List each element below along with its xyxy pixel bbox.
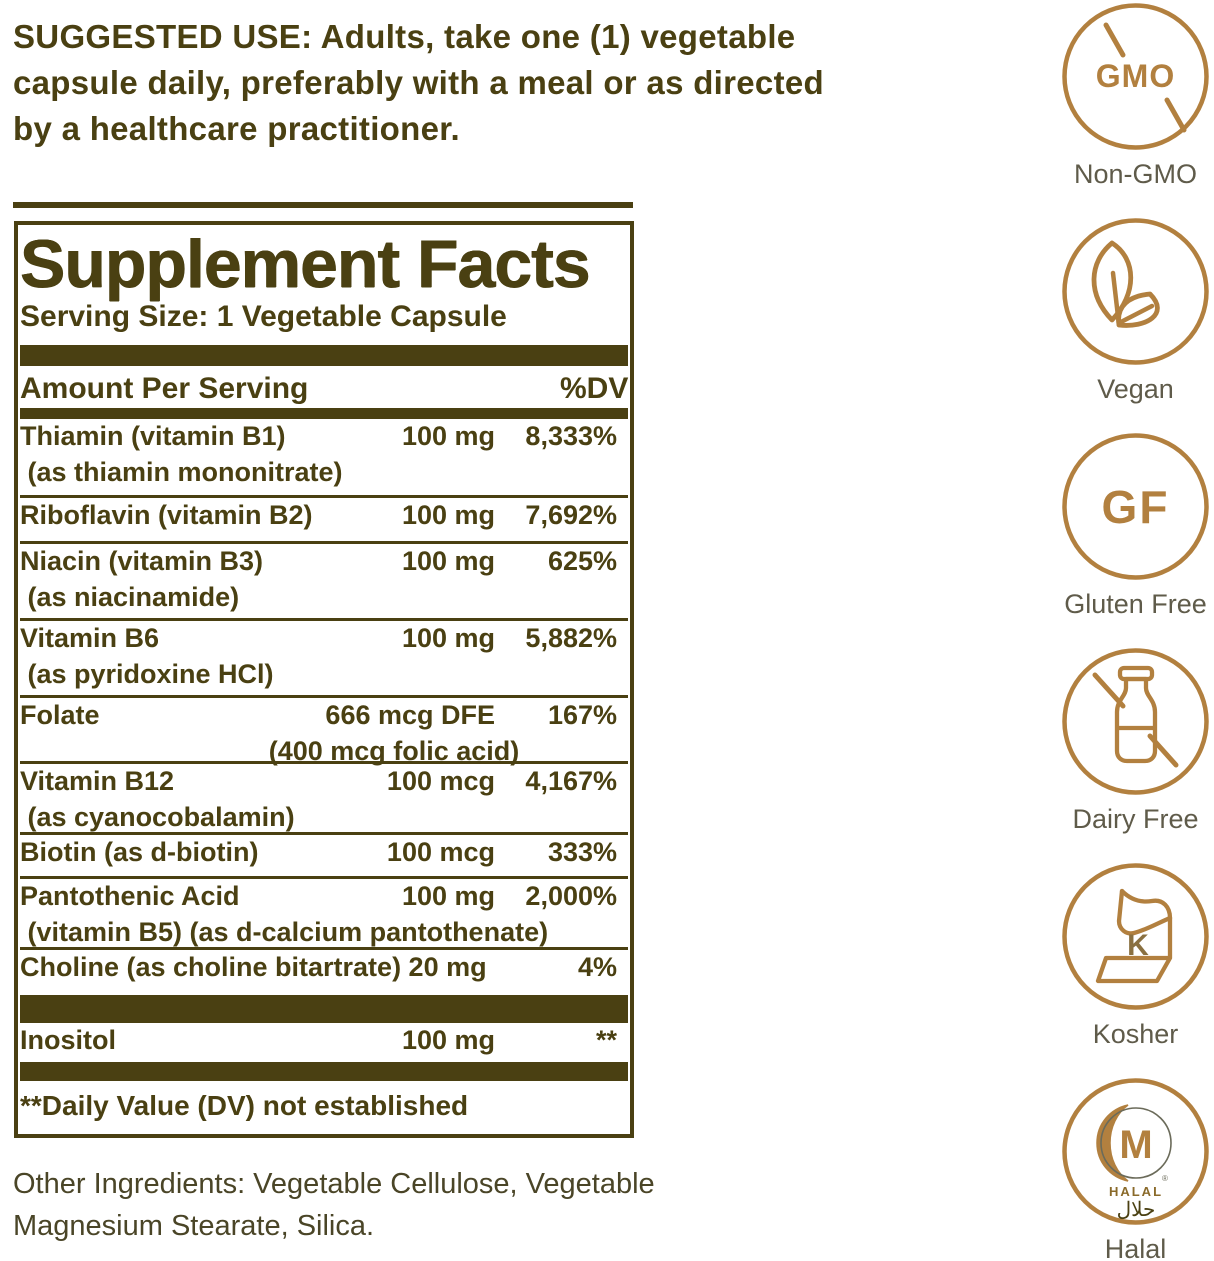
svg-text:®: ®: [1162, 1174, 1168, 1183]
svg-text:M: M: [1119, 1123, 1152, 1167]
svg-text:GMO: GMO: [1096, 58, 1175, 94]
svg-text:HALAL: HALAL: [1109, 1184, 1163, 1199]
svg-text:حلال: حلال: [1117, 1199, 1156, 1221]
svg-text:K: K: [1127, 929, 1149, 962]
svg-text:GF: GF: [1102, 481, 1170, 533]
